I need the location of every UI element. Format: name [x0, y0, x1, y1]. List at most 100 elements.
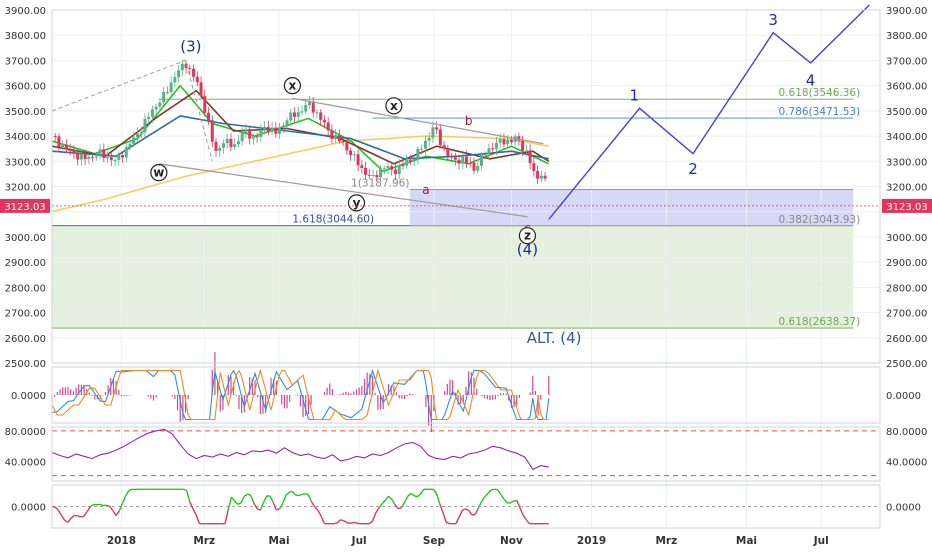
stoch-segment — [469, 510, 472, 515]
rsi-tick-right: 40.0000 — [886, 458, 927, 469]
rsi-line — [52, 429, 549, 469]
y-tick-label-left: 3800.00 — [5, 31, 46, 42]
wave-label: 3 — [768, 11, 778, 29]
candle-body — [476, 166, 479, 171]
y-tick-label-right: 2900.00 — [886, 258, 927, 269]
candle-body — [128, 144, 131, 147]
stoch-segment — [334, 523, 337, 524]
candle-body — [147, 117, 150, 119]
wave-label: (4) — [517, 241, 538, 259]
stoch-segment — [501, 494, 504, 499]
stoch-segment — [379, 504, 382, 508]
candle-body — [454, 157, 457, 160]
stoch-segment — [440, 504, 443, 513]
stoch-segment — [478, 502, 481, 508]
candle-body — [282, 125, 285, 127]
candle-body — [65, 145, 68, 150]
candle-body — [379, 169, 382, 178]
candle-body — [293, 113, 296, 117]
candle-body — [458, 160, 461, 164]
candle-body — [162, 92, 165, 102]
candle-body — [409, 160, 412, 161]
stoch-segment — [421, 489, 424, 494]
candle-body — [218, 148, 221, 151]
stoch-segment — [286, 492, 289, 495]
y-tick-label-right: 3400.00 — [886, 132, 927, 143]
candle-body — [525, 150, 528, 151]
candle-body — [263, 127, 266, 130]
candle-body — [61, 145, 64, 147]
candle-body — [540, 176, 543, 179]
y-tick-label-left: 2900.00 — [5, 258, 46, 269]
wave-label: b — [465, 114, 473, 128]
stoch-segment — [456, 517, 459, 523]
candle-body — [192, 69, 195, 77]
y-tick-label-left: 2800.00 — [5, 283, 46, 294]
candle-body — [360, 165, 363, 168]
candle-body — [312, 101, 315, 112]
x-tick-label: 2019 — [577, 535, 606, 547]
candle-body — [323, 120, 326, 123]
x-tick-label: Nov — [500, 535, 523, 547]
candle-body — [76, 154, 79, 160]
stoch-segment — [465, 509, 468, 510]
stoch-segment — [244, 494, 247, 496]
wave-label: x — [390, 99, 398, 113]
stoch-segment — [231, 497, 234, 501]
stoch-segment — [238, 503, 241, 505]
y-tick-label-right: 2600.00 — [886, 334, 927, 345]
stoch-segment — [100, 504, 103, 505]
wave-label: 2 — [688, 160, 698, 178]
candle-body — [506, 140, 509, 145]
candle-body — [491, 148, 494, 149]
last-price-label-right: 3123.03 — [886, 202, 927, 213]
candle-body — [544, 176, 547, 179]
candle-body — [155, 107, 158, 110]
indicator-panels — [52, 352, 880, 524]
stoch-segment — [443, 513, 446, 523]
candle-body — [357, 154, 360, 165]
candle-body — [398, 165, 401, 174]
stoch-segment — [81, 516, 84, 517]
y-tick-label-left: 3500.00 — [5, 107, 46, 118]
stoch-segment — [491, 489, 494, 490]
y-tick-label-right: 3900.00 — [886, 6, 927, 17]
stoch-segment — [110, 506, 113, 510]
candle-body — [170, 82, 173, 92]
y-tick-label-left: 3900.00 — [5, 6, 46, 17]
stoch-segment — [318, 511, 321, 517]
stoch-segment — [520, 508, 523, 515]
stoch-segment — [411, 493, 414, 495]
candle-body — [431, 127, 434, 137]
stoch-segment — [84, 511, 87, 516]
stoch-segment — [485, 494, 488, 497]
y-tick-label-left: 3200.00 — [5, 183, 46, 194]
stoch-segment — [280, 503, 283, 508]
stoch-segment — [347, 523, 350, 524]
stoch-segment — [299, 494, 302, 495]
stoch-segment — [55, 507, 58, 510]
candle-body — [435, 127, 438, 129]
y-tick-label-left: 3400.00 — [5, 132, 46, 143]
y-tick-label-right: 3700.00 — [886, 56, 927, 67]
x-tick-label: Mrz — [655, 535, 677, 547]
candle-body — [428, 138, 431, 141]
candle-body — [196, 77, 199, 83]
x-tick-label: Sep — [423, 535, 446, 547]
fib-label: 0.618(2638.37) — [779, 316, 861, 328]
wave-label: 1 — [629, 87, 639, 105]
y-tick-label-left: 3300.00 — [5, 157, 46, 168]
stoch-segment — [510, 501, 513, 503]
stoch-segment — [254, 503, 257, 508]
candle-body — [353, 154, 356, 155]
stoch-segment — [526, 520, 529, 524]
stoch-segment — [459, 510, 462, 517]
y-tick-label-right: 3800.00 — [886, 31, 927, 42]
stoch-segment — [225, 509, 228, 523]
stoch-segment — [392, 499, 395, 504]
stoch-segment — [405, 496, 408, 502]
candle-body — [443, 145, 446, 148]
stoch-segment — [308, 495, 311, 502]
candle-body — [446, 148, 449, 156]
